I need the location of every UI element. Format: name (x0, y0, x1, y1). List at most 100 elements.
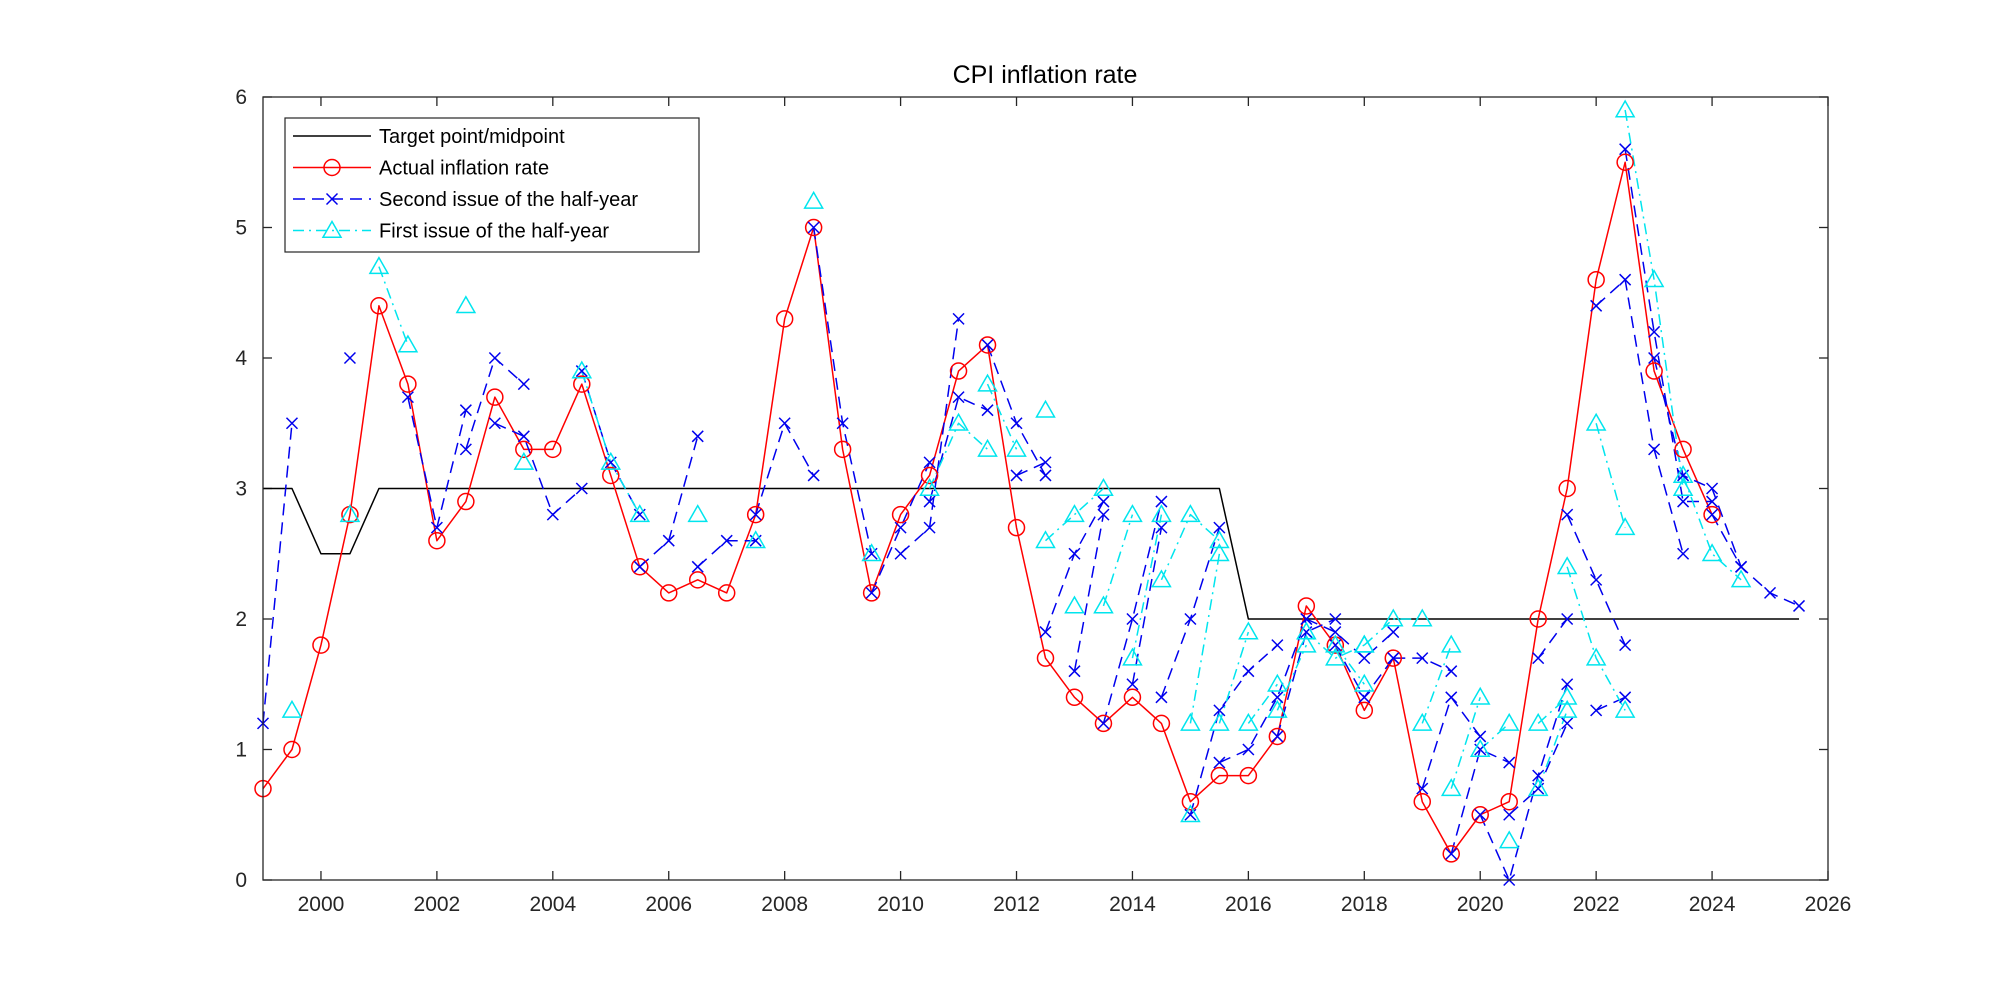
data-point-second-issue-of-the-half-year (952, 312, 965, 325)
data-point-first-issue-of-the-half-year (977, 373, 998, 392)
data-point-first-issue-of-the-half-year (1585, 412, 1607, 431)
series-line-first-issue-of-the-half-year (1682, 475, 1742, 581)
x-tick-label: 2016 (1225, 893, 1272, 916)
data-point-second-issue-of-the-half-year (1242, 665, 1255, 678)
data-point-second-issue-of-the-half-year (1416, 782, 1429, 795)
series-line-first-issue-of-the-half-year (928, 422, 989, 489)
y-tick-label: 0 (235, 869, 247, 892)
data-point-first-issue-of-the-half-year (1527, 712, 1549, 731)
data-point-second-issue-of-the-half-year (1532, 652, 1545, 665)
data-point-second-issue-of-the-half-year (1619, 691, 1632, 704)
series-line-first-issue-of-the-half-year (1450, 697, 1481, 789)
data-point-first-issue-of-the-half-year (1354, 634, 1375, 653)
data-point-actual-inflation-rate (631, 558, 649, 576)
data-point-second-issue-of-the-half-year (1735, 560, 1748, 573)
data-point-first-issue-of-the-half-year (803, 190, 824, 209)
data-point-second-issue-of-the-half-year (662, 534, 675, 547)
chart-title: CPI inflation rate (953, 61, 1138, 89)
data-point-second-issue-of-the-half-year (488, 351, 501, 365)
data-point-first-issue-of-the-half-year (1180, 804, 1201, 823)
series-line-first-issue-of-the-half-year (1537, 696, 1568, 724)
data-point-actual-inflation-rate (1558, 479, 1576, 498)
data-point-first-issue-of-the-half-year (1411, 712, 1433, 731)
data-point-second-issue-of-the-half-year (1155, 521, 1168, 534)
x-tick-label: 2020 (1457, 893, 1504, 916)
data-point-actual-inflation-rate (1645, 362, 1663, 380)
data-point-first-issue-of-the-half-year (1527, 778, 1549, 797)
legend-label-first-issue-of-the-half-year: First issue of the half-year (379, 221, 609, 243)
data-point-first-issue-of-the-half-year (1093, 595, 1114, 614)
series-line-target-point-midpoint (263, 487, 1800, 620)
data-point-first-issue-of-the-half-year (1122, 504, 1143, 523)
data-point-second-issue-of-the-half-year (894, 547, 907, 560)
series-line-first-issue-of-the-half-year (378, 266, 409, 346)
data-point-second-issue-of-the-half-year (285, 417, 299, 430)
data-point-second-issue-of-the-half-year (923, 456, 936, 469)
x-tick-label: 2006 (645, 893, 692, 916)
data-point-actual-inflation-rate (370, 297, 388, 315)
data-point-second-issue-of-the-half-year (633, 560, 646, 573)
data-point-second-issue-of-the-half-year (1706, 482, 1719, 495)
data-point-second-issue-of-the-half-year (1590, 704, 1603, 717)
data-point-actual-inflation-rate (659, 584, 678, 602)
data-point-second-issue-of-the-half-year (1474, 808, 1487, 821)
data-point-actual-inflation-rate (1210, 766, 1229, 785)
data-point-first-issue-of-the-half-year (1180, 504, 1201, 523)
series-line-first-issue-of-the-half-year (1421, 644, 1452, 724)
legend-marker-first-issue-of-the-half-year (321, 219, 343, 238)
data-point-actual-inflation-rate (920, 466, 939, 485)
data-point-second-issue-of-the-half-year (1039, 456, 1052, 469)
data-point-second-issue-of-the-half-year (1329, 612, 1342, 626)
data-point-second-issue-of-the-half-year (894, 521, 907, 534)
data-point-first-issue-of-the-half-year (745, 530, 766, 549)
data-point-second-issue-of-the-half-year (1155, 495, 1168, 508)
series-line-second-issue-of-the-half-year (1537, 618, 1568, 659)
series-line-first-issue-of-the-half-year (1102, 514, 1134, 607)
data-point-second-issue-of-the-half-year (1561, 678, 1574, 691)
data-point-first-issue-of-the-half-year (1614, 699, 1636, 718)
data-point-first-issue-of-the-half-year (629, 504, 651, 523)
data-point-second-issue-of-the-half-year (1677, 547, 1690, 560)
data-point-first-issue-of-the-half-year (1209, 530, 1230, 549)
data-point-second-issue-of-the-half-year (1619, 143, 1632, 156)
data-point-second-issue-of-the-half-year (430, 521, 443, 534)
data-point-second-issue-of-the-half-year (1387, 652, 1400, 665)
series-markers (254, 99, 1806, 887)
data-point-first-issue-of-the-half-year (1614, 99, 1636, 118)
series-line-first-issue-of-the-half-year (1131, 514, 1163, 659)
data-point-first-issue-of-the-half-year (1151, 504, 1172, 523)
data-point-first-issue-of-the-half-year (1325, 647, 1346, 666)
data-point-second-issue-of-the-half-year (1184, 612, 1197, 626)
data-point-actual-inflation-rate (688, 571, 707, 589)
data-point-actual-inflation-rate (862, 584, 881, 602)
data-point-actual-inflation-rate (949, 362, 968, 380)
data-point-second-issue-of-the-half-year (1213, 756, 1226, 769)
data-point-actual-inflation-rate (428, 531, 446, 550)
data-point-actual-inflation-rate (1674, 440, 1692, 459)
data-point-first-issue-of-the-half-year (368, 256, 390, 275)
data-point-second-issue-of-the-half-year (1474, 730, 1487, 743)
data-point-actual-inflation-rate (573, 375, 591, 393)
y-tick-label: 5 (235, 217, 247, 240)
data-point-actual-inflation-rate (1123, 688, 1142, 707)
data-point-first-issue-of-the-half-year (1469, 686, 1491, 705)
series-line-first-issue-of-the-half-year (1595, 423, 1626, 528)
series-line-second-issue-of-the-half-year (1189, 644, 1278, 815)
data-point-second-issue-of-the-half-year (691, 430, 704, 443)
data-point-second-issue-of-the-half-year (923, 521, 936, 534)
legend-label-target-point-midpoint: Target point/midpoint (379, 126, 565, 148)
series-line-first-issue-of-the-half-year (1363, 618, 1423, 646)
data-point-first-issue-of-the-half-year (919, 477, 940, 496)
series-line-first-issue-of-the-half-year (1044, 487, 1104, 542)
data-point-first-issue-of-the-half-year (1440, 778, 1462, 797)
data-point-second-issue-of-the-half-year (1271, 639, 1284, 652)
data-point-first-issue-of-the-half-year (1730, 569, 1752, 588)
data-point-actual-inflation-rate (891, 505, 910, 524)
data-point-second-issue-of-the-half-year (1590, 573, 1603, 586)
data-point-second-issue-of-the-half-year (981, 338, 994, 351)
data-point-second-issue-of-the-half-year (1213, 521, 1226, 534)
series-line-second-issue-of-the-half-year (1653, 357, 1742, 568)
data-point-second-issue-of-the-half-year (1126, 678, 1139, 691)
data-point-second-issue-of-the-half-year (1039, 626, 1052, 639)
data-point-second-issue-of-the-half-year (1561, 717, 1574, 730)
